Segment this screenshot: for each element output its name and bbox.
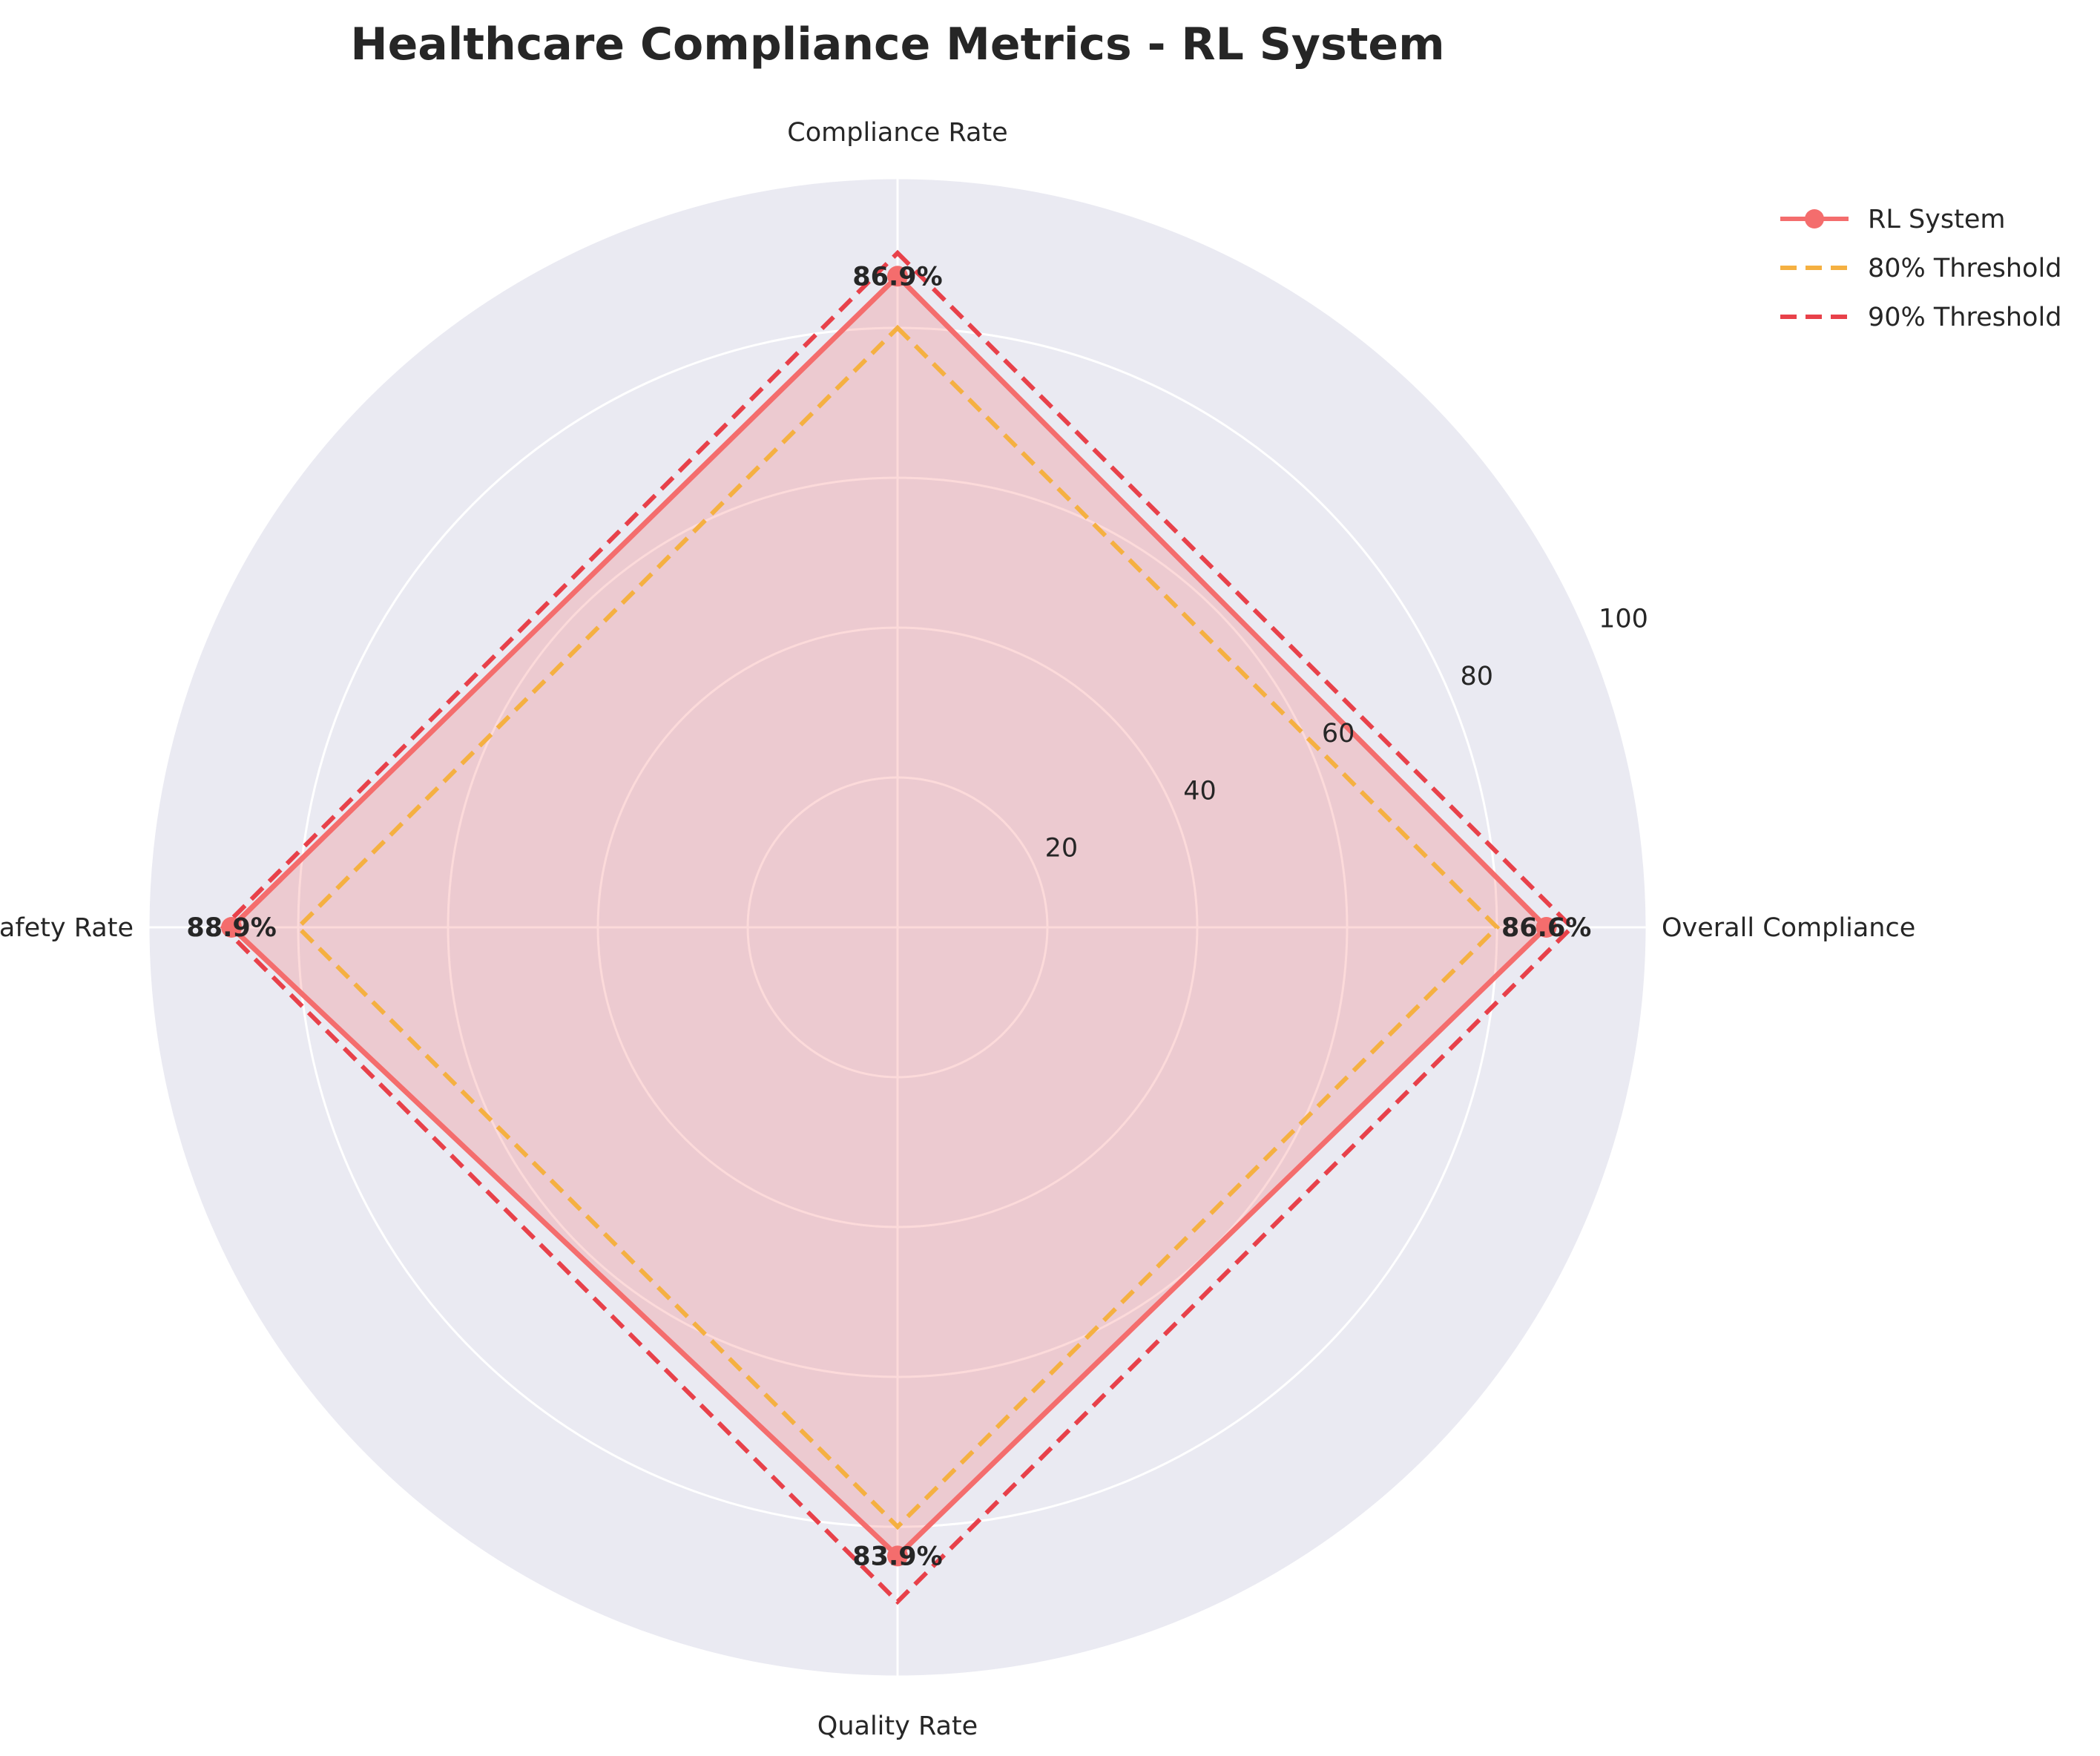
- data-point-2: [887, 1545, 908, 1567]
- radial-tick-label-20: 20: [1045, 834, 1079, 864]
- radial-tick-label-40: 40: [1183, 776, 1217, 806]
- legend-label-0: RL System: [1868, 205, 2005, 234]
- data-label-2: 83.9%: [852, 1542, 942, 1571]
- chart-title: Healthcare Compliance Metrics - RL Syste…: [350, 19, 1444, 70]
- data-label-3: 88.9%: [186, 913, 276, 943]
- axis-label-3: Safety Rate: [0, 913, 134, 943]
- radial-tick-label-100: 100: [1599, 604, 1648, 634]
- radial-tick-label-80: 80: [1460, 662, 1493, 691]
- legend-label-1: 80% Threshold: [1868, 254, 2061, 283]
- legend-marker-0: [1805, 209, 1824, 228]
- legend: RL System 80% Threshold 90% Threshold: [1780, 205, 2061, 332]
- data-label-1: 86.6%: [1501, 913, 1591, 943]
- series-line-threshold-2: [220, 249, 1576, 1605]
- data-label-0: 86.9%: [852, 262, 942, 292]
- legend-label-2: 90% Threshold: [1868, 303, 2061, 332]
- plot-layer: 20 40 60 80 100 Compliance Rate Overall Compli…: [0, 118, 1915, 1741]
- axis-label-1: Overall Compliance: [1662, 913, 1915, 943]
- radial-tick-label-60: 60: [1322, 719, 1355, 749]
- series-line-threshold-1: [294, 324, 1501, 1530]
- data-point-3: [221, 917, 243, 938]
- axis-label-0: Compliance Rate: [787, 118, 1007, 148]
- axis-label-2: Quality Rate: [817, 1711, 978, 1741]
- data-point-1: [1535, 917, 1557, 938]
- data-point-0: [887, 266, 908, 287]
